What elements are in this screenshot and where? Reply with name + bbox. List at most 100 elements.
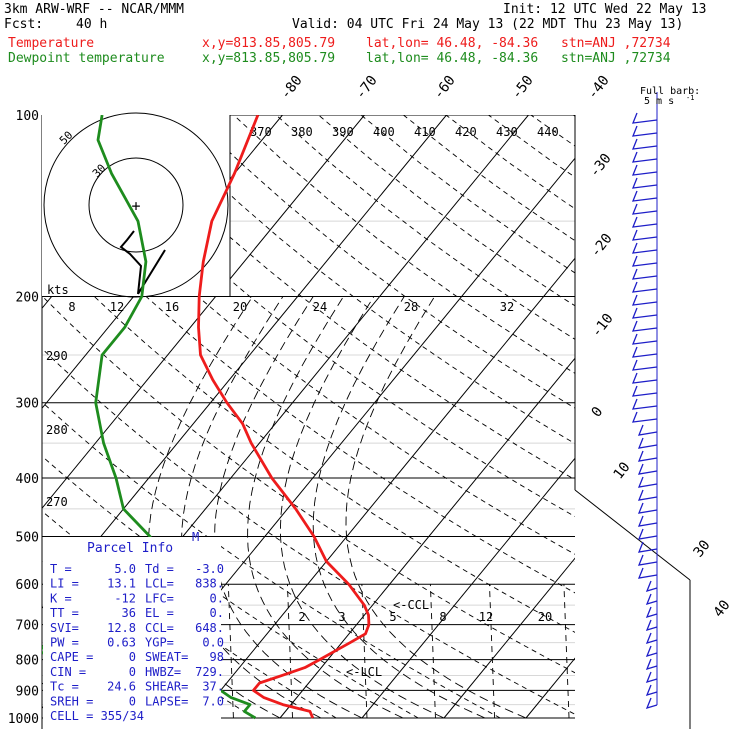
wind-barb — [645, 606, 658, 619]
wind-barb — [631, 112, 658, 124]
mixing-ratio-line — [429, 584, 436, 719]
theta-label: 400 — [373, 125, 395, 139]
parcel-row-value2: 7.0 — [202, 694, 224, 708]
mixing-ratio-line — [361, 584, 368, 719]
lcl-marker: <-LCL — [346, 665, 382, 679]
parcel-row-label2: SWEAT= — [145, 650, 188, 664]
pressure-tick-label: 400 — [16, 472, 39, 487]
dew-legend-stn: stn=ANJ ,72734 — [561, 51, 671, 66]
isotherm-label: -50 — [509, 73, 537, 103]
wind-barb — [631, 398, 658, 410]
temp-legend-xy: x,y=813.85,805.79 — [202, 36, 336, 51]
temp-legend-latlon: lat,lon= 46.48, -84.36 — [366, 36, 539, 51]
isotherm-label: 0 — [589, 404, 607, 420]
pressure-tick-label: 700 — [16, 619, 39, 634]
wind-barb — [631, 255, 658, 267]
barb-legend-title: Full barb: — [640, 86, 700, 97]
isotherm-line — [279, 357, 575, 719]
theta-label-lower: 280 — [46, 423, 68, 437]
parcel-row-value: 36 — [122, 606, 136, 620]
wind-barb — [631, 307, 658, 319]
dry-adiabat — [488, 115, 575, 178]
parcel-row-label: SVI= — [50, 621, 79, 635]
parcel-m-mark: M — [192, 530, 199, 544]
wind-barb — [637, 489, 658, 501]
pressure-tick-label: 500 — [16, 530, 39, 545]
theta-label: 390 — [332, 125, 354, 139]
wind-barb — [637, 541, 658, 553]
theta-label: 410 — [414, 125, 436, 139]
wind-barb — [631, 372, 658, 384]
wind-barb — [631, 320, 658, 332]
moist-adiabat — [214, 296, 363, 719]
dry-adiabat — [42, 401, 501, 719]
wind-barb — [631, 359, 658, 371]
dry-adiabat — [360, 115, 575, 274]
wind-barb — [631, 411, 658, 423]
parcel-row-value2: 648. — [195, 621, 224, 635]
moist-adiabat — [345, 296, 527, 719]
dry-adiabat — [42, 347, 575, 715]
parcel-row-label2: YGP= — [145, 636, 174, 650]
hodo-axis-label: 16 — [165, 300, 179, 314]
isotherm-label: -70 — [353, 73, 381, 103]
wind-barb — [637, 528, 658, 540]
dry-adiabat — [445, 115, 575, 210]
dry-adiabat — [105, 115, 575, 481]
dry-adiabat — [233, 115, 575, 374]
isotherm-label: 30 — [691, 537, 714, 560]
hodo-axis-label: 24 — [313, 300, 327, 314]
wind-barb — [645, 593, 658, 606]
wind-barb — [645, 580, 658, 593]
ccl-marker: <-CCL — [393, 598, 429, 612]
wind-barb — [637, 515, 658, 527]
isotherm-label: -20 — [588, 231, 616, 261]
wind-barb — [637, 450, 658, 462]
mixing-ratio-label: 2 — [298, 610, 305, 624]
mixing-ratio-line — [563, 584, 570, 719]
wind-barb — [645, 671, 658, 684]
barb-legend-exponent: -1 — [686, 94, 694, 102]
parcel-row-value2: 729. — [195, 665, 224, 679]
parcel-row-label2: Td = — [145, 562, 174, 576]
theta-label: 380 — [291, 125, 313, 139]
isotherm-line — [361, 457, 575, 719]
wind-barb — [631, 268, 658, 280]
init-time: Init: 12 UTC Wed 22 May 13 — [503, 2, 707, 17]
mixing-ratio-line — [286, 584, 293, 719]
wind-barb — [631, 229, 658, 241]
pressure-tick-label: 200 — [16, 291, 39, 306]
parcel-row-value: 12.8 — [107, 621, 136, 635]
parcel-row-value2: 0. — [210, 606, 224, 620]
hodograph-ring-inner — [88, 157, 184, 253]
wind-barb — [631, 203, 658, 215]
wind-barb — [631, 346, 658, 358]
parcel-row-value: 0 — [129, 694, 136, 708]
dew-legend-latlon: lat,lon= 46.48, -84.36 — [366, 51, 539, 66]
temp-legend-stn: stn=ANJ ,72734 — [561, 36, 671, 51]
wind-barb — [631, 164, 658, 176]
wind-barb — [631, 216, 658, 228]
isotherm-line — [608, 115, 740, 718]
wind-barb — [631, 190, 658, 202]
parcel-row-label: TT = — [50, 606, 79, 620]
wind-barb — [637, 554, 658, 566]
parcel-row-value: 24.6 — [107, 680, 136, 694]
hodograph-ring-outer — [43, 112, 229, 298]
hodo-axis-label: 8 — [68, 300, 75, 314]
parcel-row-value2: 98 — [210, 650, 224, 664]
parcel-row-label: K = — [50, 591, 72, 605]
wind-barb — [645, 697, 658, 710]
moist-adiabat — [247, 296, 404, 719]
isotherm-label: -40 — [585, 73, 613, 103]
parcel-row-label: PW = — [50, 636, 79, 650]
parcel-row-label: CAPE = — [50, 650, 93, 664]
mixing-ratio-label: 12 — [479, 610, 493, 624]
dry-adiabat — [190, 115, 575, 409]
wind-barb — [645, 684, 658, 697]
theta-label: 430 — [496, 125, 518, 139]
theta-label-lower: 290 — [46, 349, 68, 363]
dry-adiabat — [42, 242, 575, 633]
parcel-row-value: 13.1 — [107, 577, 136, 591]
